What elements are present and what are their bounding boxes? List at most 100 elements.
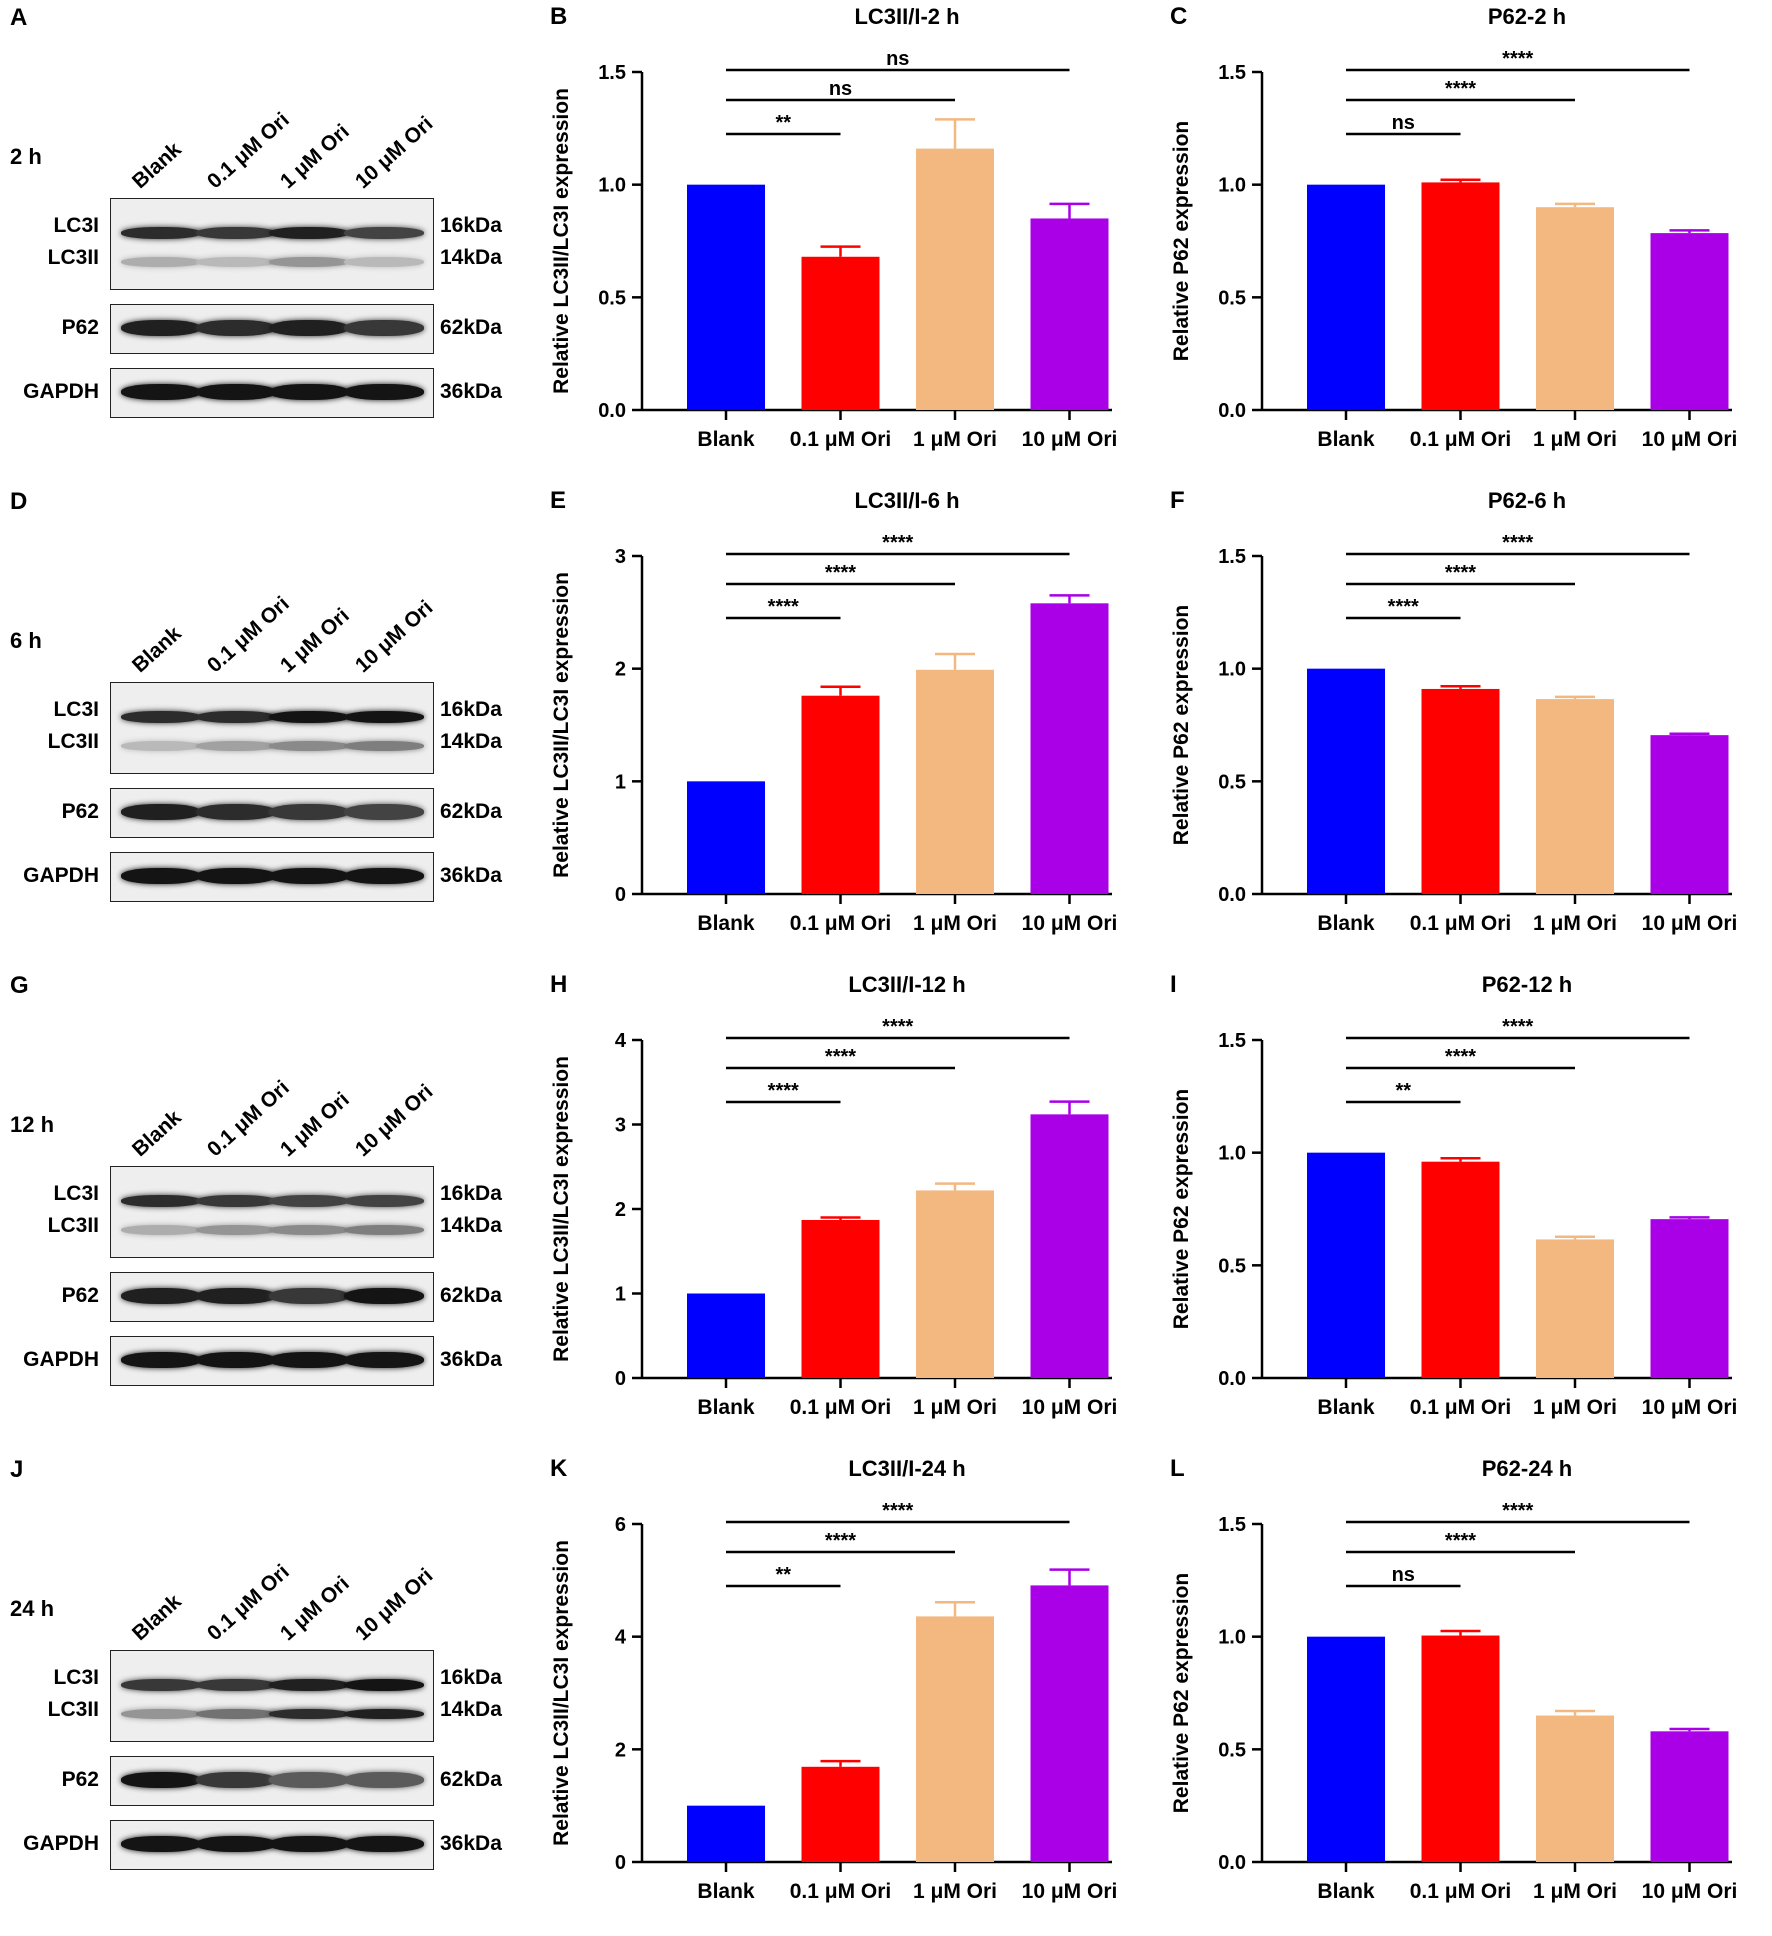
lc3i-kda-label: 16kDa [440, 1666, 502, 1689]
significance-label: **** [1445, 78, 1476, 100]
bar-chart: F P62-6 h Relative P62 expression 0.0 0.5 1.0… [1170, 487, 1737, 935]
bar-chart: E LC3II/I-6 h Relative LC3II/LC3I expressi… [550, 487, 1118, 935]
y-axis-label: Relative LC3II/LC3I expression [550, 572, 573, 878]
bar [916, 148, 994, 410]
x-tick-label: 0.1 μM Ori [790, 428, 892, 451]
lc3ii-row-label: LC3II [47, 1214, 99, 1237]
gapdh-band [196, 384, 276, 400]
gapdh-row-label: GAPDH [23, 864, 99, 887]
western-blot-panel: G 12 h Blank 0.1 μM Ori 1 μM Ori 10 μM Ori LC3… [0, 968, 540, 1448]
bar-chart: K LC3II/I-24 h Relative LC3II/LC3I express… [550, 1455, 1117, 1903]
y-tick-label: 0.0 [1218, 1852, 1246, 1874]
bar [801, 256, 880, 410]
significance-label: **** [768, 596, 799, 618]
y-tick-label: 0.5 [1218, 1739, 1246, 1761]
y-tick-label: 1.5 [1218, 546, 1246, 568]
lc3-blot-strip [110, 682, 434, 774]
panel-letter: L [1170, 1455, 1185, 1482]
x-tick-label: Blank [697, 912, 755, 935]
x-tick-label: 0.1 μM Ori [1410, 428, 1512, 451]
x-tick-label: Blank [697, 1880, 755, 1903]
p62-band [121, 320, 201, 336]
gapdh-band [344, 1352, 424, 1368]
significance-label: **** [768, 1080, 799, 1102]
significance-label: **** [882, 1500, 913, 1522]
x-tick-label: Blank [1317, 912, 1375, 935]
gapdh-kda-label: 36kDa [440, 1832, 502, 1855]
gapdh-band [269, 1352, 349, 1368]
y-tick-label: 4 [615, 1627, 627, 1649]
lc3ii-kda-label: 14kDa [440, 246, 502, 269]
gapdh-row-label: GAPDH [23, 1832, 99, 1855]
significance-label: ** [775, 1564, 791, 1586]
panel-letter: E [550, 487, 566, 514]
gapdh-kda-label: 36kDa [440, 864, 502, 887]
bar [1030, 1585, 1109, 1862]
lc3i-band [344, 1679, 424, 1691]
significance-label: ns [886, 48, 909, 70]
lc3i-band [121, 227, 201, 239]
x-tick-label: Blank [1317, 1880, 1375, 1903]
lc3i-band [269, 1195, 349, 1207]
lc3i-row-label: LC3I [53, 214, 99, 237]
lc3i-band [344, 711, 424, 723]
lc3i-band [121, 1679, 201, 1691]
y-tick-label: 1.5 [1218, 62, 1246, 84]
significance-label: ns [1392, 1564, 1415, 1586]
x-tick-label: 10 μM Ori [1022, 912, 1118, 935]
bar [1536, 207, 1614, 410]
significance-label: **** [825, 562, 856, 584]
y-tick-label: 6 [615, 1514, 626, 1536]
significance-label: **** [825, 1046, 856, 1068]
lane-label: 10 μM Ori [350, 1080, 438, 1162]
lc3i-row-label: LC3I [53, 1182, 99, 1205]
lc3i-band [269, 1679, 349, 1691]
y-axis-label: Relative LC3II/LC3I expression [550, 1056, 573, 1362]
bar-chart: L P62-24 h Relative P62 expression 0.0 0.5 1.… [1170, 1455, 1737, 1903]
lc3ii-band [121, 741, 201, 751]
bar [1030, 1114, 1109, 1378]
gapdh-band [196, 1352, 276, 1368]
lc3i-band [344, 1195, 424, 1207]
bar [1030, 218, 1109, 410]
bar [916, 1616, 994, 1862]
x-tick-label: 10 μM Ori [1022, 428, 1118, 451]
significance-label: **** [1445, 562, 1476, 584]
significance-label: **** [1502, 1500, 1533, 1522]
bar-chart: C P62-2 h Relative P62 expression 0.0 0.5 1.0… [1170, 3, 1737, 451]
significance-label: ns [829, 78, 852, 100]
p62-band [196, 804, 276, 820]
lc3i-band [196, 1679, 276, 1691]
significance-label: **** [882, 1016, 913, 1038]
y-axis-label: Relative LC3II/LC3I expression [550, 88, 573, 394]
p62-band [121, 804, 201, 820]
p62-blot-strip [110, 1756, 434, 1806]
lc3ii-band [269, 257, 349, 267]
panel-letter: G [10, 972, 29, 999]
bar [687, 1805, 765, 1862]
y-axis-label: Relative P62 expression [1170, 121, 1193, 361]
p62-band [196, 1288, 276, 1304]
p62-band [344, 804, 424, 820]
panel-letter: F [1170, 487, 1185, 514]
bar [1536, 1715, 1614, 1862]
p62-band [269, 1772, 349, 1788]
p62-blot-strip [110, 788, 434, 838]
y-tick-label: 4 [615, 1030, 627, 1052]
significance-label: **** [882, 532, 913, 554]
lc3ii-band [196, 1709, 276, 1719]
y-tick-label: 0.0 [1218, 884, 1246, 906]
significance-label: **** [1388, 596, 1419, 618]
time-point-label: 2 h [10, 144, 42, 169]
significance-label: **** [825, 1530, 856, 1552]
y-tick-label: 0 [615, 1368, 626, 1390]
chart-title: LC3II/I-24 h [848, 1456, 965, 1481]
lc3i-band [196, 711, 276, 723]
y-axis-label: Relative P62 expression [1170, 1089, 1193, 1329]
gapdh-band [344, 868, 424, 884]
gapdh-blot-strip [110, 1820, 434, 1870]
chart-title: P62-2 h [1488, 4, 1566, 29]
lc3ii-band [196, 1225, 276, 1235]
lane-label: Blank [127, 621, 186, 678]
